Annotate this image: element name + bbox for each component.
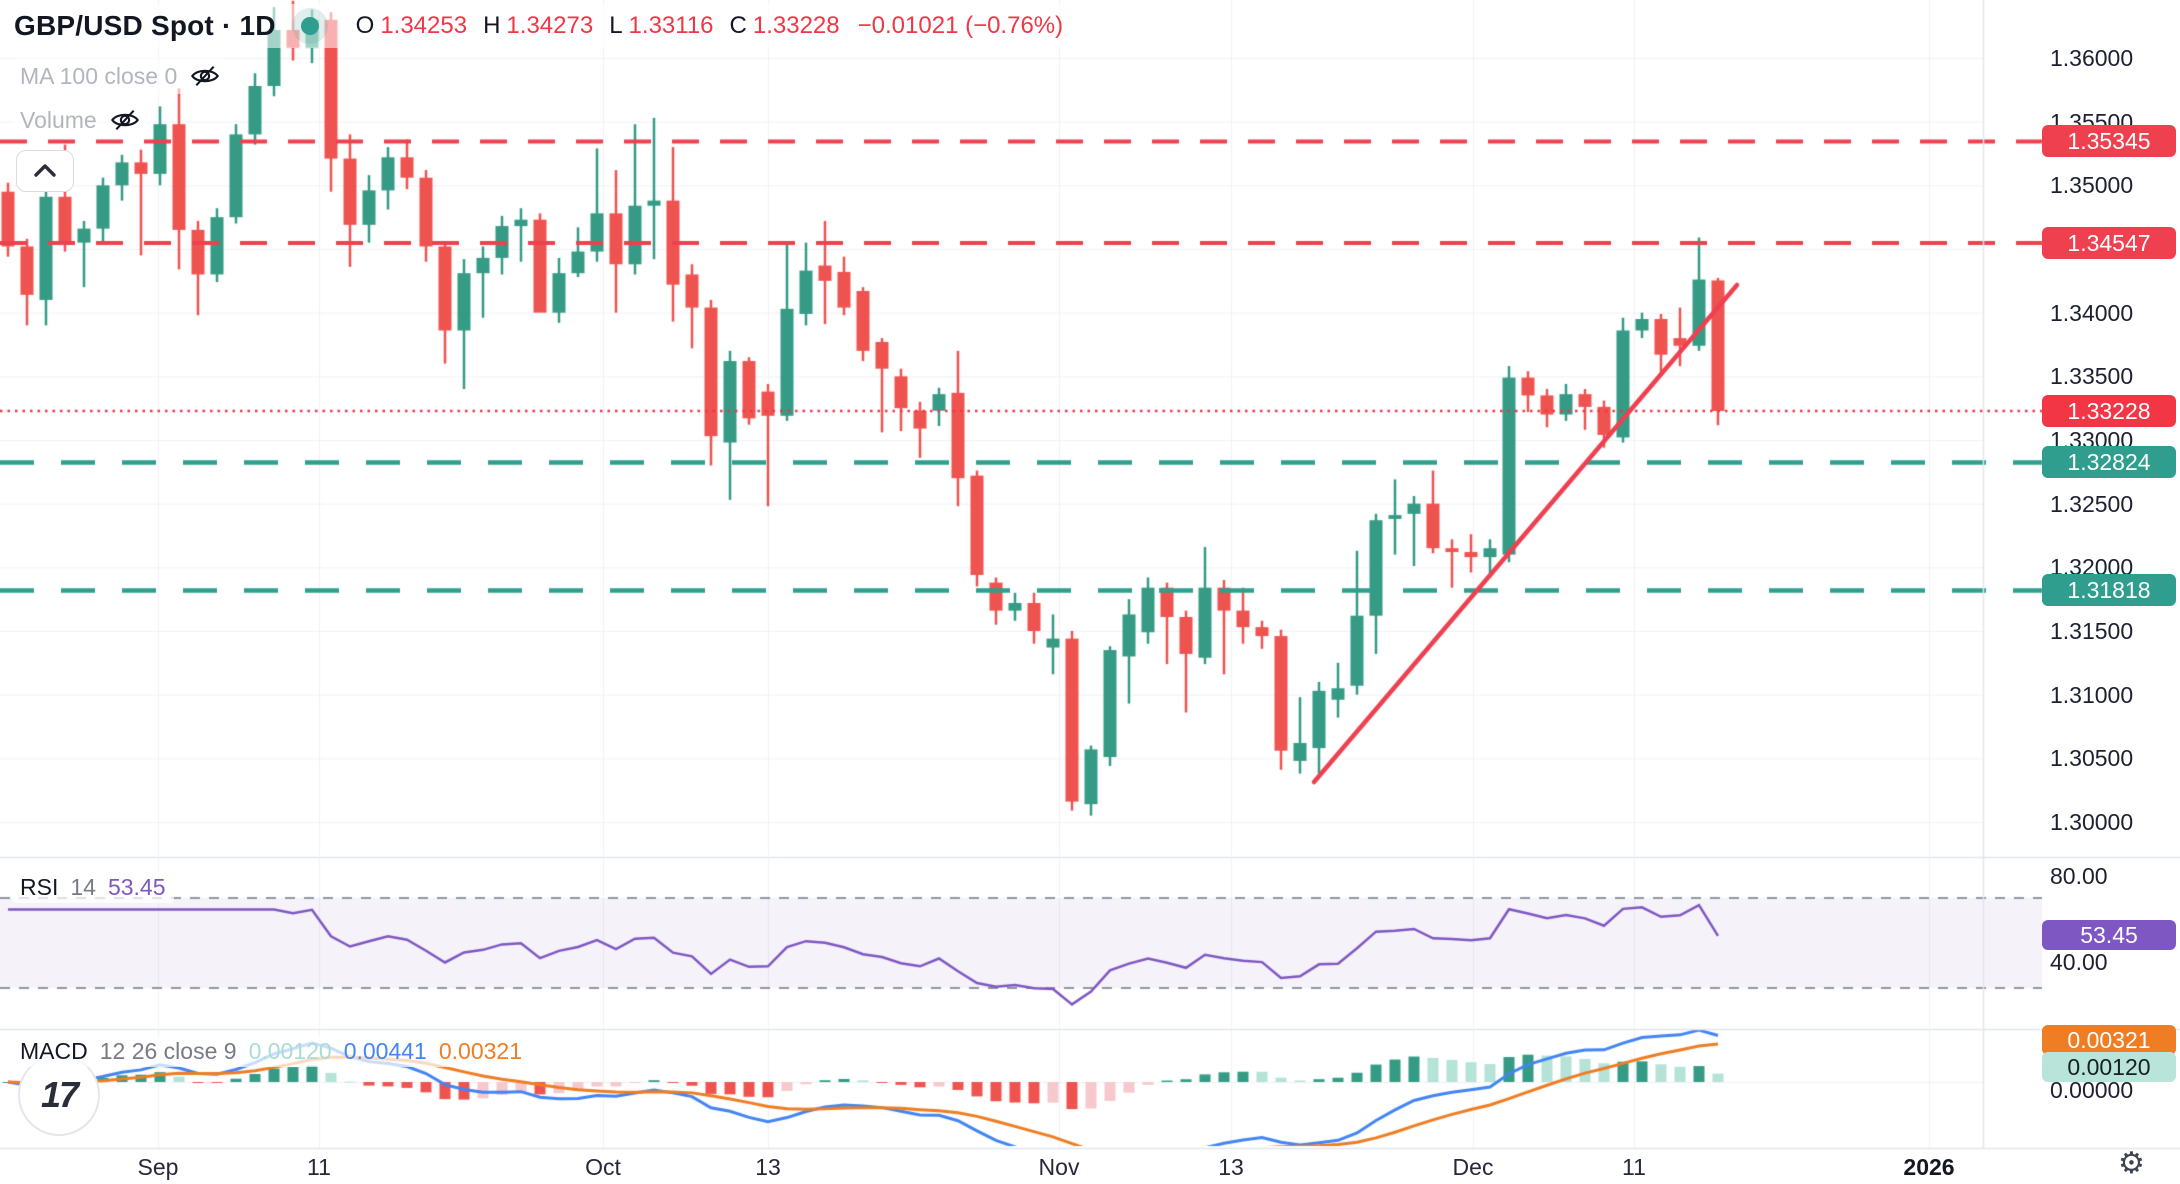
rsi-params: 14 — [70, 874, 96, 900]
price-tag: 1.31818 — [2042, 574, 2176, 606]
macd-legend: MACD 12 26 close 9 0.00120 0.00441 0.003… — [12, 1036, 530, 1067]
price-axis-label: 1.30500 — [2050, 745, 2134, 771]
settings-gear-icon[interactable]: ⚙ — [2118, 1147, 2145, 1180]
symbol-legend-row: GBP/USD Spot · 1D O 1.34253 H 1.34273 L 1.3… — [12, 4, 1072, 48]
time-axis-label: Sep — [137, 1154, 179, 1180]
price-axis-label: 1.34000 — [2050, 300, 2134, 326]
chevron-up-icon — [34, 164, 56, 177]
macd-name[interactable]: MACD — [20, 1038, 88, 1064]
rsi-value-tag: 53.45 — [2042, 920, 2176, 950]
macd-hist-value: 0.00120 — [248, 1038, 332, 1064]
low-value: 1.33116 — [628, 12, 714, 39]
macd-params: 12 26 close 9 — [99, 1038, 237, 1064]
rsi-value: 53.45 — [107, 874, 166, 900]
macd-line-value: 0.00441 — [343, 1038, 427, 1064]
close-value: 1.33228 — [752, 12, 840, 39]
time-axis-label: 11 — [307, 1154, 331, 1180]
macd-value-tag: 0.00321 — [2042, 1025, 2176, 1055]
price-axis-label: 1.30000 — [2050, 809, 2134, 835]
price-axis-label: 1.32500 — [2050, 491, 2134, 517]
price-tag: 1.35345 — [2042, 125, 2176, 157]
change-value: −0.01021 (−0.76%) — [857, 12, 1064, 39]
indicator-label-volume[interactable]: Volume — [20, 106, 97, 133]
open-value: 1.34253 — [380, 12, 468, 39]
eye-off-icon[interactable] — [189, 60, 221, 92]
price-axis-label: 1.31500 — [2050, 618, 2134, 644]
price-axis[interactable]: 1.36000 1.35500 1.35000 1.34000 1.33500 1.330… — [1984, 0, 2180, 1184]
time-axis-label: 11 — [1622, 1154, 1646, 1180]
price-axis-label: 1.33500 — [2050, 363, 2134, 389]
year-label: 2026 — [1903, 1154, 1955, 1180]
open-label: O — [355, 12, 375, 39]
high-value: 1.34273 — [506, 12, 594, 39]
price-tag: 1.33228 — [2042, 395, 2176, 427]
price-tag: 1.34547 — [2042, 227, 2176, 259]
rsi-axis-label: 80.00 — [2050, 863, 2108, 889]
indicator-row-ma: MA 100 close 0 — [12, 58, 230, 94]
tradingview-logo[interactable]: 17 — [18, 1054, 100, 1136]
ohlc-readout: O 1.34253 H 1.34273 L 1.33116 C 1.33228 −0.0… — [346, 12, 1064, 40]
price-axis-label: 1.36000 — [2050, 45, 2134, 71]
price-axis-label: 1.31000 — [2050, 682, 2134, 708]
price-axis-label: 1.35000 — [2050, 172, 2134, 198]
indicator-label-ma[interactable]: MA 100 close 0 — [20, 62, 178, 89]
macd-value-tag: 0.00120 — [2042, 1052, 2176, 1082]
collapse-button[interactable] — [16, 150, 74, 192]
rsi-name[interactable]: RSI — [20, 874, 59, 900]
time-axis-label: Nov — [1038, 1154, 1080, 1180]
symbol-title[interactable]: GBP/USD Spot · 1D — [14, 10, 276, 41]
time-axis-label: 13 — [1218, 1154, 1244, 1180]
eye-off-icon[interactable] — [109, 104, 141, 136]
price-tag: 1.32824 — [2042, 446, 2176, 478]
high-label: H — [483, 12, 501, 39]
macd-signal-value: 0.00321 — [438, 1038, 522, 1064]
time-axis-label: Dec — [1452, 1154, 1494, 1180]
time-axis-label: 13 — [755, 1154, 781, 1180]
indicator-row-volume: Volume — [12, 102, 149, 138]
market-status-dot-icon — [290, 6, 330, 46]
chart-legend: GBP/USD Spot · 1D O 1.34253 H 1.34273 L 1.3… — [12, 4, 1072, 138]
time-axis-label: Oct — [585, 1154, 621, 1180]
close-label: C — [729, 12, 747, 39]
rsi-legend: RSI 14 53.45 — [12, 872, 174, 903]
rsi-axis-label: 40.00 — [2050, 949, 2108, 975]
time-axis[interactable]: Sep 11 Oct 13 Nov 13 Dec 11 2026 — [0, 1148, 2180, 1184]
low-label: L — [609, 12, 623, 39]
